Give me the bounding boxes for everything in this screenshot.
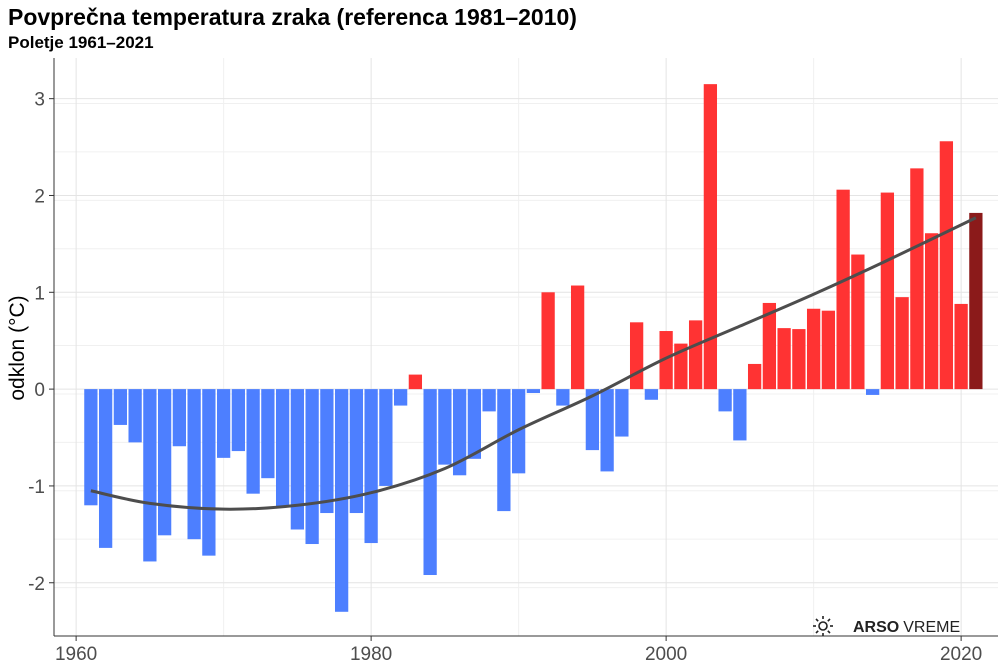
bar-2018 — [924, 233, 939, 390]
y-tick-label: 0 — [34, 380, 45, 401]
bar-1972 — [246, 389, 260, 494]
bar-2002 — [688, 320, 703, 390]
bar-2012 — [836, 189, 850, 390]
bar-1968 — [187, 389, 201, 540]
bar-2001 — [674, 343, 688, 390]
bar-1999 — [644, 389, 659, 400]
bar-1995 — [585, 389, 600, 451]
y-tick-label: -2 — [28, 574, 45, 595]
logo-light: VREME — [903, 619, 960, 636]
bar-1980 — [364, 389, 378, 544]
y-tick-label: 1 — [34, 283, 45, 304]
bar-1967 — [172, 389, 187, 447]
y-tick-label: 3 — [34, 90, 45, 111]
bar-2014 — [865, 389, 880, 395]
bar-1991 — [526, 389, 541, 393]
bar-1963 — [113, 389, 128, 425]
arso-vreme-logo: ARSO VREME — [813, 616, 960, 636]
bar-1988 — [482, 389, 496, 412]
axis-layer: -2 -1 0 1 2 3 1960 1980 2000 2020 — [28, 58, 998, 665]
bar-1984 — [423, 389, 437, 576]
bar-1969 — [202, 389, 216, 556]
bar-1989 — [497, 389, 511, 512]
bar-2013 — [851, 254, 865, 390]
bar-2017 — [910, 168, 924, 390]
chart-subtitle: Poletje 1961–2021 — [8, 33, 154, 52]
bar-1964 — [128, 389, 142, 443]
bar-2007 — [762, 302, 777, 390]
bar-1985 — [438, 389, 452, 465]
bar-1966 — [157, 389, 172, 536]
bar-1974 — [275, 389, 290, 508]
trend-layer — [90, 216, 977, 511]
bar-1961 — [84, 389, 98, 506]
bar-1996 — [600, 389, 614, 472]
bar-1977 — [320, 389, 334, 514]
bar-2008 — [777, 328, 791, 390]
bar-1994 — [570, 285, 585, 390]
bar-1987 — [467, 389, 482, 459]
bar-1981 — [379, 389, 393, 486]
y-axis-title: odklon (°C) — [6, 295, 29, 400]
logo-text: ARSO VREME — [853, 619, 960, 636]
bar-1997 — [615, 389, 629, 437]
bar-1975 — [290, 389, 305, 530]
bar-1992 — [541, 292, 555, 390]
bar-1971 — [231, 389, 246, 452]
y-tick-label: -1 — [28, 477, 45, 498]
x-tick-label: 1980 — [350, 644, 392, 665]
bar-2015 — [880, 192, 895, 390]
bar-2010 — [806, 308, 821, 390]
bar-2005 — [733, 389, 747, 441]
bar-2004 — [718, 389, 732, 412]
bar-2006 — [747, 363, 762, 390]
bar-1979 — [349, 389, 364, 514]
bar-2011 — [821, 310, 836, 390]
bar-1983 — [408, 374, 423, 390]
bar-2009 — [792, 329, 806, 390]
bar-1976 — [305, 389, 319, 545]
trend-line — [90, 216, 977, 511]
x-tick-label: 2020 — [940, 644, 982, 665]
bar-1998 — [629, 322, 644, 390]
x-tick-label: 1960 — [55, 644, 97, 665]
bar-1965 — [143, 389, 157, 562]
bar-2021 — [969, 212, 983, 390]
bar-2020 — [954, 303, 968, 390]
y-tick-label: 2 — [34, 186, 45, 207]
logo-bold: ARSO — [853, 619, 899, 636]
chart-title: Povprečna temperatura zraka (referenca 1… — [8, 4, 577, 30]
bar-1962 — [98, 389, 113, 548]
bars-layer — [84, 84, 983, 612]
bar-2016 — [895, 297, 909, 390]
sun-icon — [813, 616, 833, 636]
bar-2003 — [703, 84, 718, 390]
bar-2019 — [939, 141, 954, 390]
bar-2000 — [659, 331, 673, 390]
bar-1970 — [216, 389, 231, 458]
bar-1986 — [452, 389, 467, 476]
bar-1982 — [393, 389, 408, 406]
bar-1973 — [261, 389, 275, 479]
x-tick-label: 2000 — [645, 644, 687, 665]
bar-1993 — [556, 389, 570, 406]
